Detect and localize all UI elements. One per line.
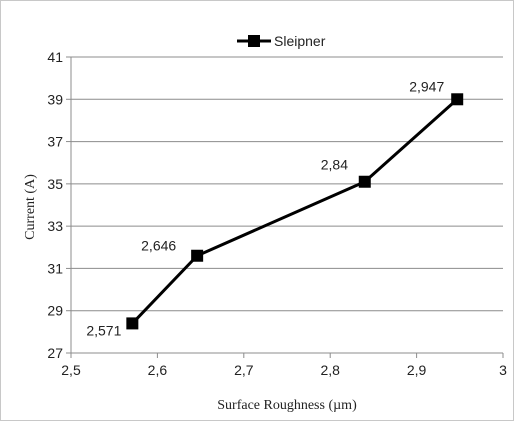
legend: Sleipner [237, 33, 326, 49]
y-tick-label: 29 [47, 303, 63, 319]
x-tick-label: 2,6 [148, 362, 168, 378]
data-point [358, 175, 371, 188]
series-line [131, 98, 459, 325]
data-label: 2,84 [321, 157, 348, 173]
data-label: 2,646 [141, 238, 176, 254]
y-tick-label: 33 [47, 218, 63, 234]
data-label: 2,571 [86, 322, 121, 338]
series-layer [126, 93, 464, 330]
y-tick-label: 31 [47, 260, 63, 276]
y-tick-label: 41 [47, 49, 63, 65]
data-labels: 2,571 2,646 2,84 2,947 [86, 78, 444, 338]
data-point [451, 93, 464, 106]
gridlines [71, 56, 503, 312]
legend-marker [248, 35, 260, 47]
legend-label: Sleipner [274, 33, 326, 49]
y-tick-label: 37 [47, 134, 63, 150]
x-tick-label: 2,8 [320, 362, 340, 378]
x-tick-label: 2,5 [61, 362, 81, 378]
axes [66, 56, 504, 358]
y-tick-label: 27 [47, 345, 63, 361]
x-tick-label: 2,7 [234, 362, 254, 378]
tick-labels: 27 29 31 33 35 37 39 41 2,5 2,6 2,7 2,8 2,9 3 [47, 49, 507, 378]
x-axis-title: Surface Roughness (µm) [217, 398, 357, 413]
data-label: 2,947 [409, 78, 444, 94]
data-point [126, 317, 139, 330]
x-tick-label: 3 [499, 362, 507, 378]
y-tick-label: 35 [47, 176, 63, 192]
x-tick-label: 2,9 [407, 362, 427, 378]
y-axis-title: Current (A) [23, 174, 38, 240]
y-tick-label: 39 [47, 91, 63, 107]
data-point [191, 249, 204, 262]
